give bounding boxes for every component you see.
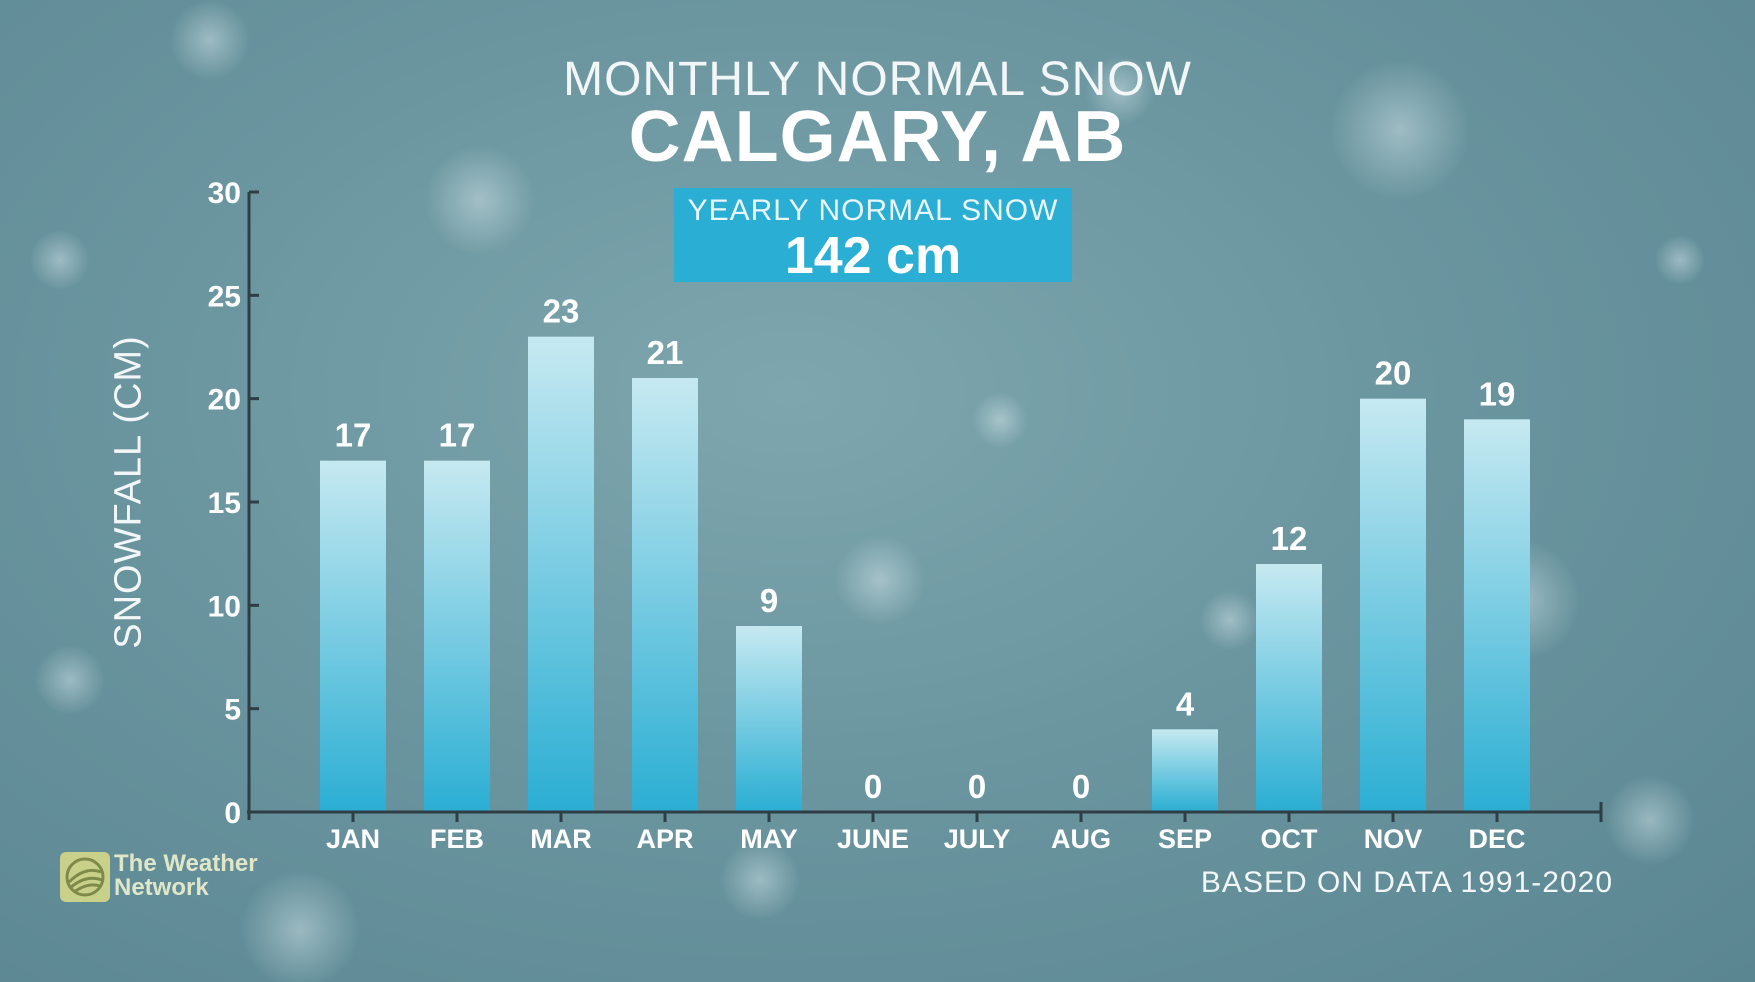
axis-layer xyxy=(247,190,1603,822)
x-tick-label-july: JULY xyxy=(944,824,1011,854)
x-tick-label-oct: OCT xyxy=(1261,824,1319,854)
y-tick-label-25: 25 xyxy=(208,280,241,313)
bar-sep xyxy=(1152,729,1218,812)
value-label-june: 0 xyxy=(864,768,882,805)
bar-dec xyxy=(1464,419,1530,812)
bar-mar xyxy=(528,336,594,812)
data-source-note: BASED ON DATA 1991-2020 xyxy=(1200,866,1613,899)
value-label-dec: 19 xyxy=(1479,375,1516,412)
value-label-nov: 20 xyxy=(1375,355,1412,392)
x-tick-label-jan: JAN xyxy=(326,824,380,854)
value-label-sep: 4 xyxy=(1176,685,1195,722)
x-tick-label-june: JUNE xyxy=(837,824,909,854)
yearly-total-box: YEARLY NORMAL SNOW 142 cm xyxy=(674,188,1072,285)
x-tick-label-sep: SEP xyxy=(1158,824,1212,854)
value-label-jan: 17 xyxy=(335,417,372,454)
labels-layer: 17 JAN 17 FEB 23 MAR 21 APR 9 MAY 0 JUNE 0 JULY 0 AUG 4 S… xyxy=(208,177,1526,854)
bar-feb xyxy=(424,460,490,812)
y-tick-label-0: 0 xyxy=(224,797,241,830)
value-label-aug: 0 xyxy=(1072,768,1090,805)
chart-supertitle: MONTHLY NORMAL SNOW xyxy=(563,53,1192,106)
bar-nov xyxy=(1360,398,1426,812)
bar-may xyxy=(736,626,802,812)
y-tick-label-10: 10 xyxy=(208,590,241,623)
globe-icon xyxy=(60,852,110,902)
y-tick-label-15: 15 xyxy=(208,487,241,520)
x-tick-label-aug: AUG xyxy=(1051,824,1111,854)
value-label-may: 9 xyxy=(760,582,778,619)
bars-layer xyxy=(320,336,1530,812)
x-tick-label-feb: FEB xyxy=(430,824,484,854)
y-tick-label-30: 30 xyxy=(208,177,241,210)
value-label-apr: 21 xyxy=(647,334,684,371)
bar-jan xyxy=(320,460,386,812)
value-label-mar: 23 xyxy=(543,293,580,330)
bar-oct xyxy=(1256,564,1322,812)
x-tick-label-dec: DEC xyxy=(1468,824,1525,854)
weather-network-logo: The Weather Network xyxy=(60,852,280,904)
logo-wordmark: The Weather Network xyxy=(114,852,258,900)
x-tick-label-may: MAY xyxy=(740,824,798,854)
y-tick-label-5: 5 xyxy=(224,694,241,727)
yearly-total-value: 142 cm xyxy=(784,227,962,285)
logo-line-2: Network xyxy=(114,874,209,901)
value-label-feb: 17 xyxy=(439,417,476,454)
value-label-oct: 12 xyxy=(1271,520,1308,557)
y-tick-label-20: 20 xyxy=(208,384,241,417)
x-tick-label-mar: MAR xyxy=(530,824,592,854)
chart-title: CALGARY, AB xyxy=(628,97,1127,177)
yearly-total-label: YEARLY NORMAL SNOW xyxy=(687,194,1059,227)
bar-apr xyxy=(632,378,698,812)
x-tick-label-nov: NOV xyxy=(1364,824,1423,854)
x-tick-label-apr: APR xyxy=(636,824,693,854)
value-label-july: 0 xyxy=(968,768,986,805)
logo-line-1: The Weather xyxy=(114,850,258,877)
